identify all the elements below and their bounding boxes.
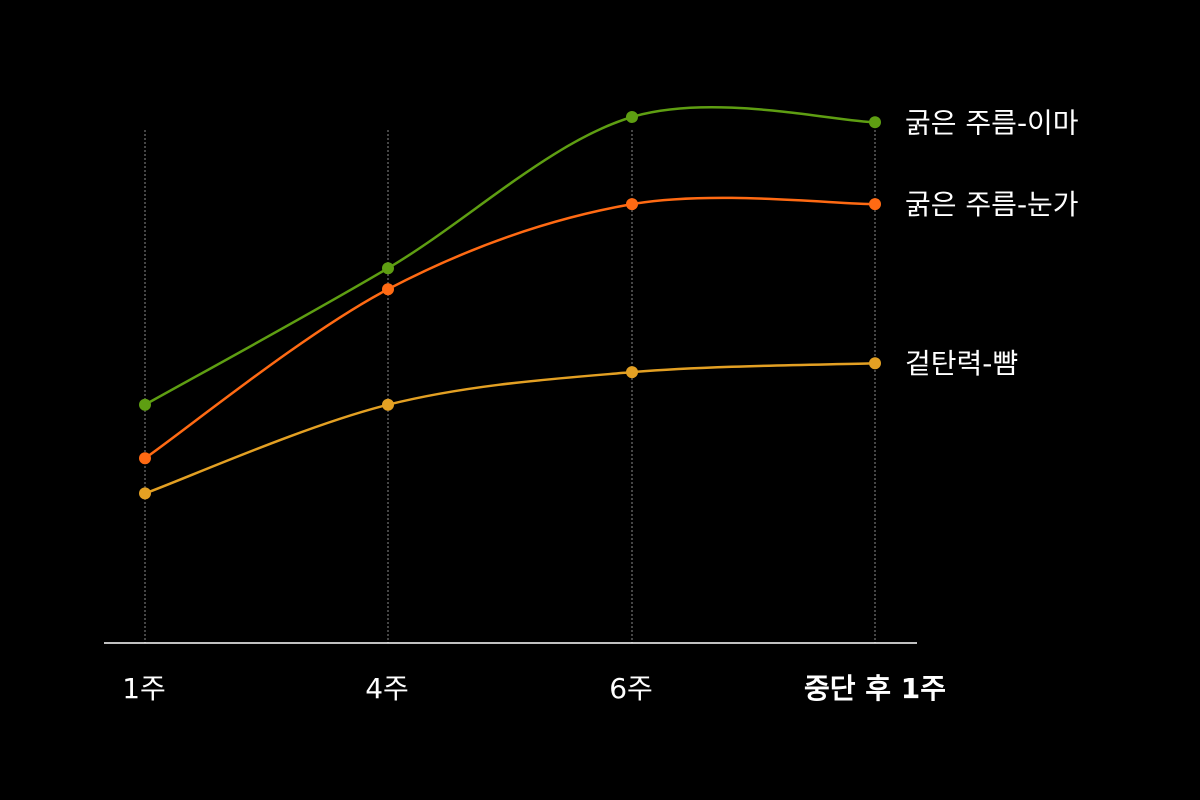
x-tick-label-2: 6주 bbox=[609, 672, 653, 705]
x-tick-labels: 1주 4주 6주 중단 후 1주 bbox=[122, 672, 946, 705]
data-point-2-2 bbox=[626, 366, 638, 379]
data-point-2-1 bbox=[382, 398, 394, 411]
series-group bbox=[139, 106, 881, 500]
data-point-1-3 bbox=[869, 198, 881, 211]
data-point-1-0 bbox=[139, 452, 151, 465]
data-point-1-1 bbox=[382, 283, 394, 296]
x-tick-label-1: 4주 bbox=[365, 672, 409, 705]
series-line-0 bbox=[144, 106, 876, 406]
data-point-0-0 bbox=[139, 398, 151, 411]
data-point-2-0 bbox=[139, 487, 151, 500]
series-label-0: 굵은 주름-이마 bbox=[905, 106, 1079, 139]
series-label-2: 겉탄력-뺨 bbox=[905, 347, 1018, 380]
data-point-0-2 bbox=[626, 111, 638, 123]
data-point-0-3 bbox=[869, 116, 881, 129]
data-point-0-1 bbox=[382, 262, 394, 275]
x-tick-label-3: 중단 후 1주 bbox=[804, 672, 946, 705]
x-tick-label-0: 1주 bbox=[122, 672, 166, 705]
data-point-2-3 bbox=[869, 357, 881, 370]
series-line-2 bbox=[144, 361, 876, 495]
series-label-1: 굵은 주름-눈가 bbox=[905, 188, 1079, 221]
vertical-gridlines bbox=[144, 130, 876, 643]
data-point-1-2 bbox=[626, 198, 638, 211]
series-line-1 bbox=[144, 196, 876, 460]
